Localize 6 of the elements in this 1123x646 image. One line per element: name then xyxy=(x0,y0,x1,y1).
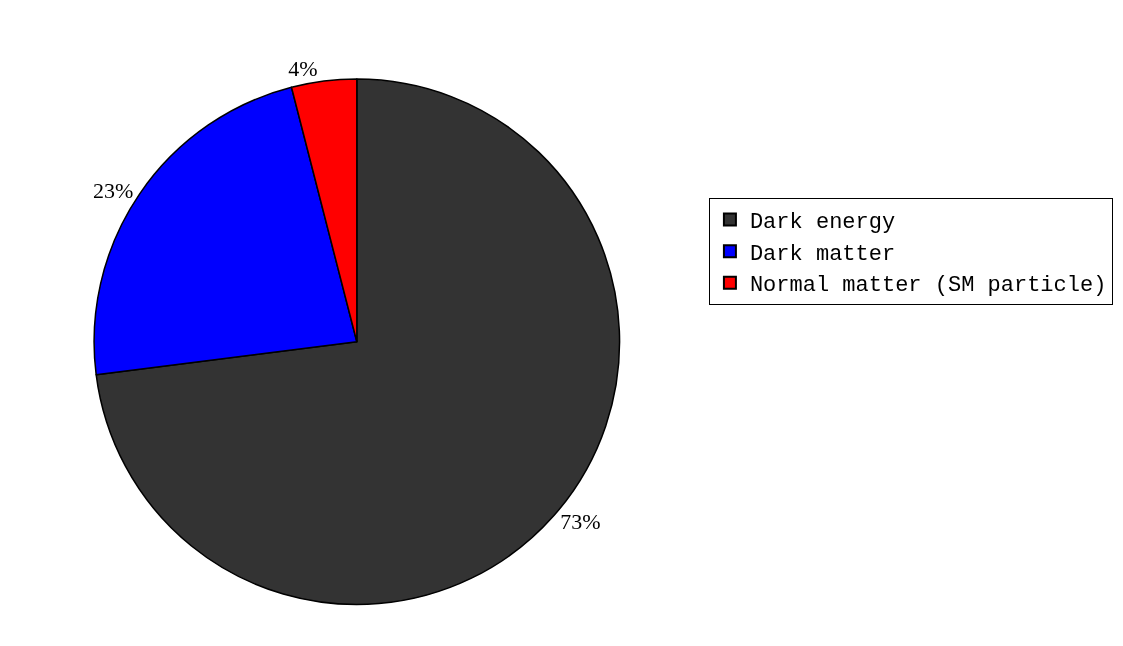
legend-label: Dark matter xyxy=(749,241,896,267)
legend-label: Normal matter (SM particle) xyxy=(749,273,1107,299)
legend-label: Dark energy xyxy=(749,210,896,236)
data-label: 4% xyxy=(288,56,318,82)
data-label: 73% xyxy=(560,508,601,534)
data-label: 23% xyxy=(92,177,134,203)
